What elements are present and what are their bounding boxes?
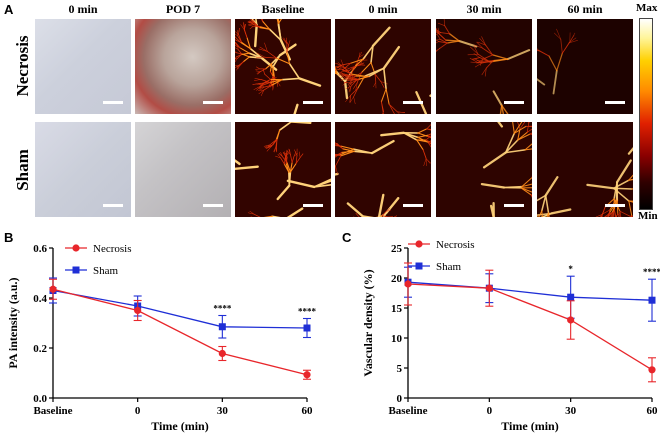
column-title-30min: 30 min [466,2,502,16]
y-tick-label: 5 [397,363,403,375]
chart-pa-intensity: 0.0 0.2 0.4 0.6 Baseline 0 30 60 Time (min) PA in… [6,243,317,433]
data-point-necrosis [485,284,493,292]
y-tick-label: 0.2 [33,343,47,355]
scale-bar [203,204,223,207]
y-tick-label: 0.4 [33,293,47,305]
x-tick-label: 30 [565,405,577,417]
sham-pa-30min [436,122,532,217]
scale-bar [403,204,423,207]
scale-bar [504,204,524,207]
x-tick-label: 60 [302,405,314,417]
necrosis-pa-30min [436,19,532,114]
significance-mark: **** [298,307,317,317]
legend-label-necrosis: Necrosis [436,239,475,251]
row-label-necrosis: Necrosis [13,35,32,97]
panel-label-c: C [342,230,352,245]
y-tick-label: 0.0 [33,393,47,405]
legend-label-necrosis: Necrosis [93,243,132,255]
column-title-baseline: Baseline [261,2,305,16]
data-point-sham [648,296,656,304]
necrosis-pa-0min [335,19,431,114]
sham-pa-baseline [235,122,331,217]
legend-marker [72,266,80,274]
necrosis-pa-baseline [235,19,331,114]
series-line-sham [52,289,308,329]
significance-mark: **** [213,304,232,314]
colorbar-max-label: Max [636,2,658,14]
scale-bar [504,101,524,104]
data-point-necrosis [218,349,226,358]
colorbar-min-label: Min [638,210,658,222]
x-tick-label: 0 [487,405,493,417]
x-tick-label: 0 [135,405,141,417]
data-point-necrosis [567,316,575,324]
column-title-0min-pa: 0 min [368,2,398,16]
legend-marker [415,240,423,248]
panel-label-b: B [4,230,14,245]
panel-label-a: A [4,2,14,17]
x-axis-label: Time (min) [501,419,558,433]
data-point-necrosis [303,371,311,379]
colorbar [639,18,653,210]
data-point-sham [303,324,311,332]
scale-bar [103,101,123,104]
significance-mark: **** [643,267,660,277]
data-point-necrosis [134,306,142,315]
necrosis-pa-60min [537,19,633,114]
sham-photo-pod7 [135,122,231,217]
column-title-60min: 60 min [567,2,603,16]
legend-marker [72,244,80,252]
data-point-necrosis [49,285,57,293]
y-axis-label: PA intensity (a.u.) [6,277,20,368]
column-title-0min-photo: 0 min [68,2,98,16]
necrosis-photo-0min [35,19,131,114]
legend-marker [415,262,423,270]
y-tick-label: 15 [391,303,403,315]
y-tick-label: 0 [397,393,403,405]
x-tick-label: Baseline [388,405,427,417]
data-point-sham [567,293,575,301]
data-point-necrosis [404,280,412,288]
legend-label-sham: Sham [93,265,119,277]
scale-bar [103,204,123,207]
sham-photo-0min [35,122,131,217]
data-point-necrosis [648,366,656,374]
x-tick-label: 60 [647,405,659,417]
y-tick-label: 10 [391,333,403,345]
y-tick-label: 0.6 [33,243,47,255]
y-tick-label: 25 [391,243,403,255]
scale-bar [605,101,625,104]
row-label-sham: Sham [13,149,32,191]
series-line-necrosis [52,288,308,376]
series-line-sham [407,281,653,301]
column-title-pod7: POD 7 [165,2,201,16]
data-point-sham [218,323,226,331]
significance-mark: * [568,264,573,274]
sham-pa-0min [335,122,431,217]
scale-bar [303,101,323,104]
x-axis-label: Time (min) [151,419,208,433]
y-axis-label: Vascular density (%) [361,269,375,376]
sham-pa-60min [537,122,633,217]
scale-bar [403,101,423,104]
scale-bar [303,204,323,207]
x-tick-label: Baseline [33,405,72,417]
series-line-necrosis [407,283,653,371]
necrosis-photo-pod7 [135,19,231,114]
x-tick-label: 30 [217,405,229,417]
legend-label-sham: Sham [436,261,462,273]
y-tick-label: 20 [391,273,403,285]
scale-bar [605,204,625,207]
scale-bar [203,101,223,104]
